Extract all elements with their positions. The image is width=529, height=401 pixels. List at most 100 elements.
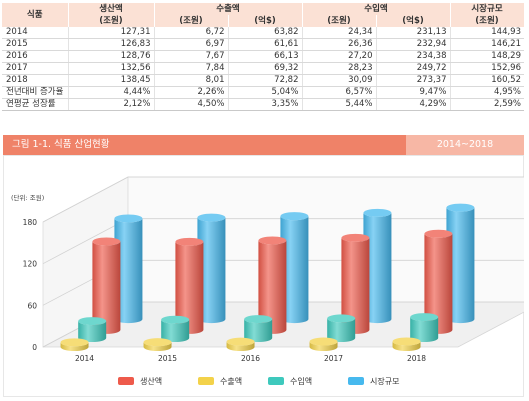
table-cell: 66,13	[228, 50, 303, 63]
y-tick-label: 120	[23, 260, 38, 269]
bar-생산액-2016	[258, 236, 287, 334]
bar-body	[60, 342, 89, 351]
legend-swatch	[198, 377, 214, 385]
table-cell: 4,95%	[450, 86, 524, 99]
bar-수출액-2016	[226, 337, 255, 351]
bar-시장규모-2016	[280, 212, 309, 324]
bar-top	[410, 313, 439, 322]
figure-title: 그림 1-1. 식품 산업현황	[12, 139, 110, 150]
bar-수입액-2016	[244, 315, 273, 342]
bar-top	[280, 212, 309, 221]
bar-생산액-2015	[175, 237, 204, 334]
y-tick-label: 0	[32, 343, 37, 352]
bar-body	[410, 317, 439, 342]
bar-top	[143, 338, 172, 347]
bar-body	[92, 241, 121, 334]
table-cell: 127,31	[68, 27, 155, 39]
unit-header: (조원)	[68, 15, 155, 27]
table-cell: 4,50%	[154, 98, 229, 111]
table-cell: 160,52	[450, 74, 524, 87]
unit-header: (억$)	[228, 15, 303, 27]
table-cell: 24,34	[302, 27, 377, 39]
bar-수출액-2015	[143, 338, 172, 351]
bar-시장규모-2015	[197, 213, 226, 324]
legend-label: 생산액	[140, 376, 162, 386]
bar-top	[114, 214, 143, 223]
bar-수출액-2014	[60, 338, 89, 351]
x-tick-label: 2018	[407, 354, 426, 363]
table-cell: 148,29	[450, 50, 524, 63]
bar-top	[60, 338, 89, 347]
bar-body	[309, 341, 338, 351]
table-cell: 6,72	[154, 27, 229, 39]
figure-period: 2014~2018	[406, 135, 524, 155]
table-cell: 3,35%	[228, 98, 303, 111]
header-export: 수출액	[154, 3, 303, 15]
table-cell: 146,21	[450, 38, 524, 51]
table-cell: 28,23	[302, 62, 377, 75]
bar-시장규모-2018	[446, 203, 475, 324]
bar-시장규모-2017	[363, 208, 392, 324]
y-tick-label: 60	[27, 301, 37, 310]
legend-item: 수입액	[268, 376, 312, 386]
unit-header: (억$)	[376, 15, 451, 27]
bar-top	[341, 233, 370, 242]
table-cell: 2,26%	[154, 86, 229, 99]
bar-생산액-2014	[92, 237, 121, 334]
bar-top	[226, 337, 255, 346]
bar-body	[424, 233, 453, 334]
bar-수입액-2014	[78, 317, 107, 342]
bar-top	[327, 314, 356, 323]
legend-item: 생산액	[118, 376, 162, 386]
table-row: 연평균 성장률 2,12% 4,50% 3,35% 5,44% 4,29% 2,…	[2, 98, 524, 111]
table-cell: 128,76	[68, 50, 155, 63]
gridline	[42, 176, 524, 223]
row-label: 2016	[2, 50, 69, 63]
header-import: 수입액	[302, 3, 451, 15]
table-row: 전년대비 증가율 4,44% 2,26% 5,04% 6,57% 9,47% 4…	[2, 86, 524, 99]
row-label: 2014	[2, 27, 69, 39]
table-cell: 2,59%	[450, 98, 524, 111]
table-cell: 72,82	[228, 74, 303, 87]
table-cell: 152,96	[450, 62, 524, 75]
legend-label: 수입액	[290, 376, 312, 386]
table-cell: 4,44%	[68, 86, 155, 99]
bar-top	[244, 315, 273, 324]
unit-header: (조원)	[302, 15, 377, 27]
table-cell: 2,12%	[68, 98, 155, 111]
bar-body	[258, 240, 287, 334]
bar-top	[309, 337, 338, 346]
bar-body	[143, 342, 172, 351]
header-market-size: 시장규모	[450, 3, 525, 15]
legend-swatch	[348, 377, 364, 385]
x-tick-label: 2016	[241, 354, 260, 363]
unit-header: (조원)	[450, 15, 525, 27]
table-row: 2015 126,83 6,97 61,61 26,36 232,94 146,…	[2, 38, 524, 51]
table-row: 2014 127,31 6,72 63,82 24,34 231,13 144,…	[2, 27, 524, 39]
legend-swatch	[268, 377, 284, 385]
table-cell: 7,67	[154, 50, 229, 63]
table-cell: 27,20	[302, 50, 377, 63]
table-cell: 4,29%	[376, 98, 451, 111]
bar-수입액-2015	[161, 315, 190, 342]
bar-body	[78, 321, 107, 342]
bar-body	[226, 341, 255, 351]
row-label: 연평균 성장률	[2, 98, 69, 111]
table-row: 2018 138,45 8,01 72,82 30,09 273,37 160,…	[2, 74, 524, 87]
bar-body	[341, 237, 370, 334]
bar-top	[363, 208, 392, 217]
x-tick-label: 2015	[158, 354, 177, 363]
table-corner-header: 식품	[2, 3, 69, 27]
bar-body	[114, 218, 143, 324]
table-cell: 132,56	[68, 62, 155, 75]
bar-chart: 0 60 120 180 (단위: 조원) 2014 2015 2016 2017 2018 생산액…	[11, 176, 524, 386]
legend-item: 시장규모	[348, 376, 399, 386]
bar-top	[92, 237, 121, 246]
table-cell: 61,61	[228, 38, 303, 51]
row-label: 2018	[2, 74, 69, 87]
x-tick-label: 2014	[75, 354, 94, 363]
bar-생산액-2017	[341, 233, 370, 334]
table-cell: 126,83	[68, 38, 155, 51]
bar-body	[327, 318, 356, 342]
table-row: 2016 128,76 7,67 66,13 27,20 234,38 148,…	[2, 50, 524, 63]
